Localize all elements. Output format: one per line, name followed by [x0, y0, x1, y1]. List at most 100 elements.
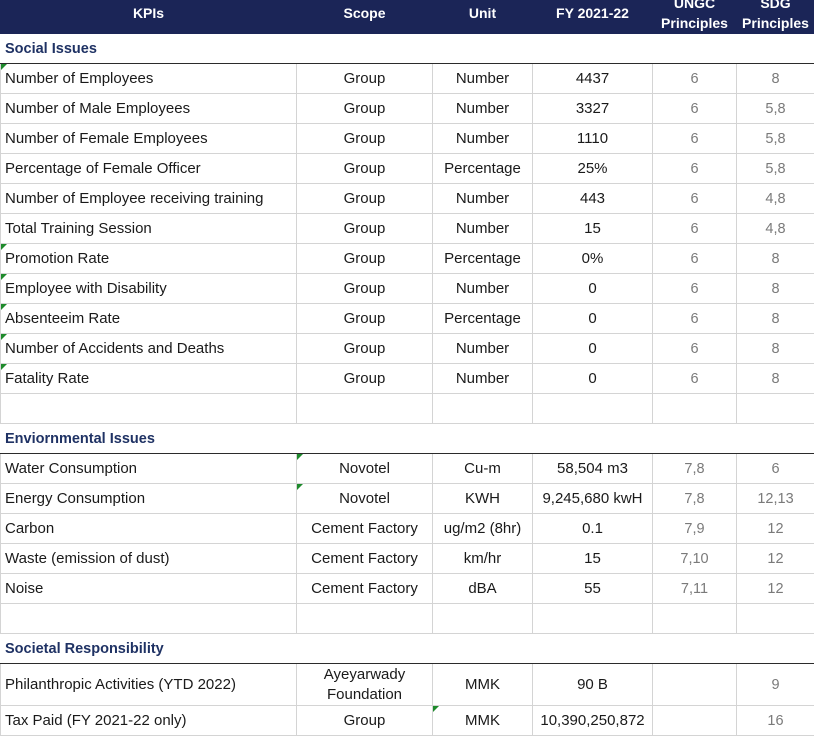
ungc-cell[interactable]: 6 [653, 64, 737, 94]
empty-cell[interactable] [433, 604, 533, 634]
value-cell[interactable]: 1110 [533, 124, 653, 154]
sdg-cell[interactable]: 6 [737, 454, 814, 484]
ungc-cell[interactable]: 7,10 [653, 544, 737, 574]
value-cell[interactable]: 0% [533, 244, 653, 274]
sdg-cell[interactable]: 4,8 [737, 184, 814, 214]
kpi-cell[interactable]: Number of Accidents and Deaths [1, 334, 297, 364]
kpi-cell[interactable]: Promotion Rate [1, 244, 297, 274]
scope-cell[interactable]: Group [297, 94, 433, 124]
unit-cell[interactable]: Number [433, 274, 533, 304]
scope-cell[interactable]: Cement Factory [297, 574, 433, 604]
ungc-cell[interactable]: 6 [653, 184, 737, 214]
scope-cell[interactable]: Group [297, 706, 433, 736]
kpi-cell[interactable]: Energy Consumption [1, 484, 297, 514]
empty-cell[interactable] [737, 604, 814, 634]
ungc-cell[interactable]: 6 [653, 274, 737, 304]
ungc-cell[interactable]: 7,11 [653, 574, 737, 604]
sdg-cell[interactable]: 12 [737, 544, 814, 574]
scope-cell[interactable]: Cement Factory [297, 514, 433, 544]
kpi-cell[interactable]: Fatality Rate [1, 364, 297, 394]
kpi-cell[interactable]: Number of Male Employees [1, 94, 297, 124]
empty-cell[interactable] [297, 604, 433, 634]
sdg-cell[interactable]: 4,8 [737, 214, 814, 244]
scope-cell[interactable]: Group [297, 184, 433, 214]
unit-cell[interactable]: Cu-m [433, 454, 533, 484]
kpi-cell[interactable]: Employee with Disability [1, 274, 297, 304]
sdg-cell[interactable]: 8 [737, 334, 814, 364]
value-cell[interactable]: 90 B [533, 664, 653, 706]
unit-cell[interactable]: dBA [433, 574, 533, 604]
ungc-cell[interactable]: 6 [653, 94, 737, 124]
value-cell[interactable]: 25% [533, 154, 653, 184]
sdg-cell[interactable]: 8 [737, 64, 814, 94]
unit-cell[interactable]: Percentage [433, 154, 533, 184]
value-cell[interactable]: 15 [533, 214, 653, 244]
unit-cell[interactable]: MMK [433, 706, 533, 736]
kpi-cell[interactable]: Number of Female Employees [1, 124, 297, 154]
empty-cell[interactable] [1, 604, 297, 634]
unit-cell[interactable]: Number [433, 214, 533, 244]
ungc-cell[interactable]: 7,8 [653, 454, 737, 484]
unit-cell[interactable]: Number [433, 364, 533, 394]
sdg-cell[interactable]: 8 [737, 274, 814, 304]
value-cell[interactable]: 58,504 m3 [533, 454, 653, 484]
unit-cell[interactable]: Number [433, 184, 533, 214]
scope-cell[interactable]: Group [297, 154, 433, 184]
unit-cell[interactable]: ug/m2 (8hr) [433, 514, 533, 544]
unit-cell[interactable]: km/hr [433, 544, 533, 574]
ungc-cell[interactable]: 6 [653, 244, 737, 274]
scope-cell[interactable]: Group [297, 334, 433, 364]
scope-cell[interactable]: Group [297, 64, 433, 94]
value-cell[interactable]: 55 [533, 574, 653, 604]
scope-cell[interactable]: Novotel [297, 484, 433, 514]
scope-cell[interactable]: Cement Factory [297, 544, 433, 574]
value-cell[interactable]: 0 [533, 364, 653, 394]
ungc-cell[interactable]: 6 [653, 364, 737, 394]
empty-cell[interactable] [1, 394, 297, 424]
unit-cell[interactable]: KWH [433, 484, 533, 514]
scope-cell[interactable]: Group [297, 214, 433, 244]
value-cell[interactable]: 443 [533, 184, 653, 214]
ungc-cell[interactable]: 6 [653, 154, 737, 184]
kpi-cell[interactable]: Number of Employee receiving training [1, 184, 297, 214]
ungc-cell[interactable]: 6 [653, 334, 737, 364]
sdg-cell[interactable]: 5,8 [737, 154, 814, 184]
scope-cell[interactable]: Group [297, 124, 433, 154]
kpi-cell[interactable]: Total Training Session [1, 214, 297, 244]
sdg-cell[interactable]: 5,8 [737, 124, 814, 154]
value-cell[interactable]: 10,390,250,872 [533, 706, 653, 736]
empty-cell[interactable] [533, 604, 653, 634]
sdg-cell[interactable]: 5,8 [737, 94, 814, 124]
value-cell[interactable]: 0 [533, 334, 653, 364]
scope-cell[interactable]: Group [297, 364, 433, 394]
empty-cell[interactable] [653, 604, 737, 634]
unit-cell[interactable]: Percentage [433, 244, 533, 274]
unit-cell[interactable]: MMK [433, 664, 533, 706]
kpi-cell[interactable]: Waste (emission of dust) [1, 544, 297, 574]
kpi-cell[interactable]: Number of Employees [1, 64, 297, 94]
scope-cell[interactable]: Novotel [297, 454, 433, 484]
sdg-cell[interactable]: 8 [737, 244, 814, 274]
kpi-cell[interactable]: Percentage of Female Officer [1, 154, 297, 184]
sdg-cell[interactable]: 12 [737, 574, 814, 604]
kpi-cell[interactable]: Tax Paid (FY 2021-22 only) [1, 706, 297, 736]
ungc-cell[interactable] [653, 664, 737, 706]
sdg-cell[interactable]: 9 [737, 664, 814, 706]
ungc-cell[interactable]: 7,9 [653, 514, 737, 544]
unit-cell[interactable]: Number [433, 94, 533, 124]
sdg-cell[interactable]: 16 [737, 706, 814, 736]
